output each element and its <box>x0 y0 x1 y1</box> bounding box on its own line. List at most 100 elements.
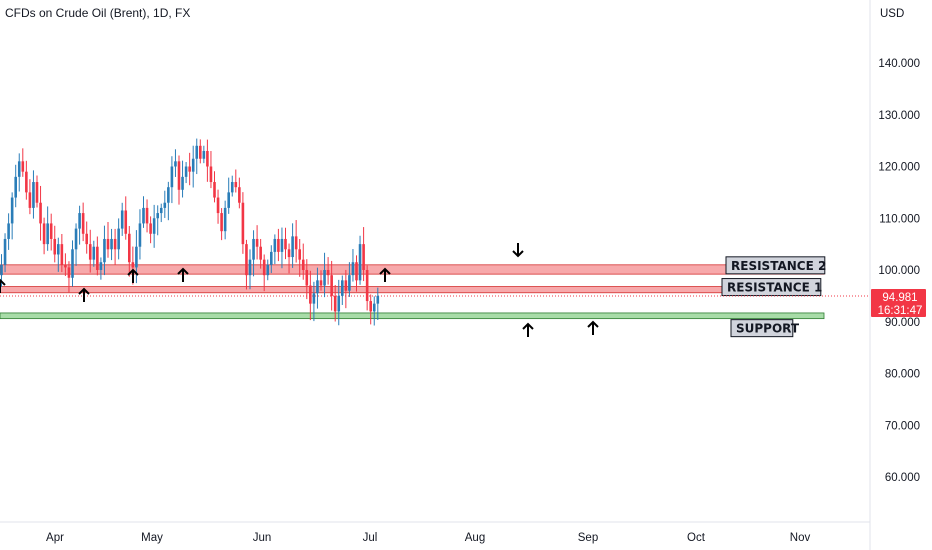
candle-body <box>124 210 128 234</box>
candle-body <box>7 223 10 239</box>
candle-body <box>96 246 99 270</box>
candle-body <box>238 187 241 203</box>
price-tick-label: 60.000 <box>885 472 920 484</box>
candle-body <box>159 207 163 214</box>
candle-body <box>202 150 206 159</box>
candle-body <box>248 259 252 276</box>
candle-body <box>351 262 355 276</box>
candle-body <box>191 158 195 172</box>
candle-body <box>3 238 7 265</box>
candle-body <box>277 238 280 252</box>
candle-body <box>64 264 67 268</box>
time-tick-label: Sep <box>578 532 598 544</box>
candle-body <box>195 145 199 159</box>
arrow-up-icon <box>0 278 6 293</box>
candle-body <box>358 244 362 281</box>
price-tick-label: 90.000 <box>885 317 920 329</box>
candle-body <box>78 213 81 229</box>
candle-body <box>305 270 309 286</box>
candle-body <box>220 213 223 232</box>
candle-body <box>252 238 255 260</box>
candle-body <box>209 166 213 183</box>
resistance-zone[interactable] <box>0 286 819 294</box>
candle-body <box>53 238 57 255</box>
candle-body <box>309 285 312 304</box>
resistance-zone[interactable] <box>0 264 825 275</box>
candle-body <box>227 192 230 208</box>
candle-body <box>135 246 138 268</box>
candle-body <box>230 182 234 193</box>
candle-body <box>270 251 273 265</box>
time-tick-label: Aug <box>465 532 485 544</box>
support-zone[interactable] <box>0 312 825 320</box>
candle-body <box>223 207 227 232</box>
candle-body <box>376 295 380 304</box>
candle-body <box>49 223 53 239</box>
candle-body <box>117 228 120 250</box>
candle-body <box>174 161 177 167</box>
candle-body <box>184 166 188 177</box>
arrow-up-icon <box>379 267 391 282</box>
zone-label: RESISTANCE 1 <box>727 281 822 295</box>
candle-body <box>241 202 245 245</box>
candle-body <box>316 280 319 294</box>
arrow-up-icon <box>127 268 139 283</box>
candle-body <box>67 267 71 278</box>
candle-body <box>291 236 294 258</box>
price-tick-label: 140.000 <box>878 58 920 70</box>
candle-body <box>262 259 266 276</box>
price-tick-label: 80.000 <box>885 369 920 381</box>
candle-body <box>216 197 220 214</box>
price-tick-label: 130.000 <box>878 110 920 122</box>
candle-body <box>163 202 167 208</box>
candle-body <box>312 293 316 304</box>
candle-body <box>234 182 238 188</box>
candle-body <box>99 262 103 270</box>
candle-body <box>88 244 92 260</box>
candle-body <box>177 161 181 190</box>
time-tick-label: Oct <box>687 532 706 544</box>
candle-body <box>294 236 298 250</box>
time-tick-label: Jun <box>253 532 272 544</box>
candle-body <box>287 249 291 258</box>
candle-body <box>152 218 156 234</box>
price-tick-label: 120.000 <box>878 162 920 174</box>
candle-body <box>128 233 131 263</box>
bar-countdown: 16:31:47 <box>878 305 923 317</box>
candle-body <box>35 182 39 203</box>
arrow-down-icon <box>512 243 524 258</box>
candle-body <box>103 238 106 263</box>
candle-body <box>213 182 216 198</box>
time-tick-label: Apr <box>46 532 64 544</box>
candle-body <box>333 295 337 312</box>
candle-body <box>81 213 85 234</box>
candle-body <box>32 182 35 208</box>
candle-body <box>85 233 88 245</box>
candle-body <box>57 244 60 255</box>
candle-body <box>46 223 49 245</box>
candle-body <box>74 228 78 250</box>
candle-body <box>167 187 170 203</box>
time-tick-label: May <box>141 532 163 544</box>
candle-body <box>245 244 248 276</box>
time-tick-label: Nov <box>790 532 811 544</box>
candle-body <box>301 259 305 270</box>
candle-body <box>273 238 277 252</box>
arrow-up-icon <box>177 267 189 282</box>
time-tick-label: Jul <box>363 532 378 544</box>
candle-body <box>255 238 259 247</box>
candle-body <box>17 161 21 177</box>
candle-body <box>362 244 365 270</box>
candle-body <box>298 249 301 260</box>
zone-label-box <box>725 256 826 275</box>
last-price-tag <box>871 288 926 317</box>
candle-body <box>319 280 323 286</box>
candle-body <box>113 238 117 250</box>
price-tick-label: 110.000 <box>879 213 920 225</box>
candle-body <box>110 238 113 250</box>
last-price-value: 94.981 <box>882 292 917 304</box>
candle-body <box>60 244 64 265</box>
candle-body <box>266 264 270 276</box>
candle-body <box>365 270 369 302</box>
